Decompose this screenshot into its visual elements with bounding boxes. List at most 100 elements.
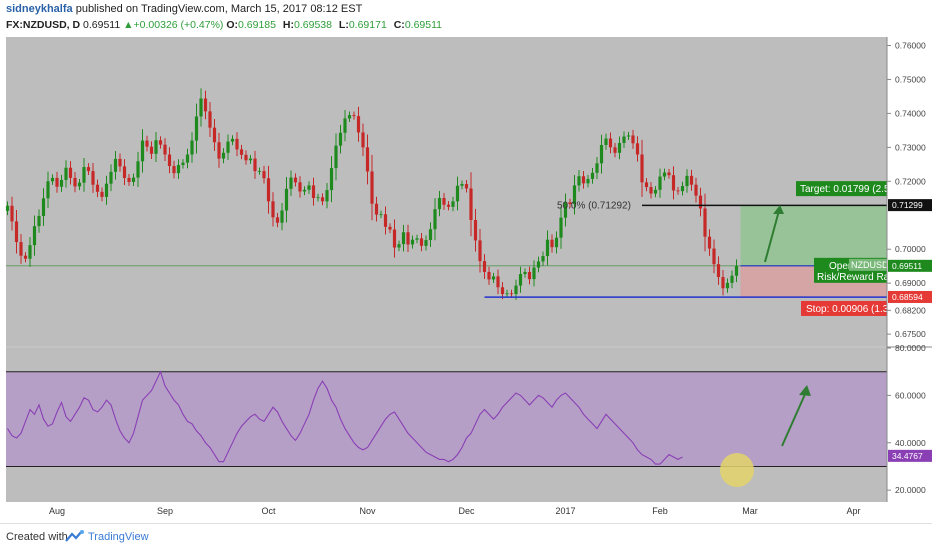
- author-link[interactable]: sidneykhalfa: [6, 3, 73, 15]
- y-tick-label: 0.75000: [895, 74, 926, 84]
- candle-body: [415, 238, 419, 240]
- chart-header: sidneykhalfa published on TradingView.co…: [0, 0, 932, 34]
- candle-body: [680, 186, 685, 192]
- price-pane-background: [6, 37, 887, 346]
- axis-price-tag[interactable]: [888, 199, 932, 212]
- candle-body: [433, 209, 437, 230]
- candle-body: [217, 142, 221, 159]
- candle-body: [545, 239, 550, 257]
- candle-body: [406, 232, 410, 245]
- open-label-text: Open: [829, 261, 853, 272]
- rsi-line: [7, 370, 683, 465]
- candle-body: [280, 210, 284, 223]
- candle-body: [10, 205, 14, 222]
- symbol-label[interactable]: FX:NZDUSD, D: [6, 19, 81, 31]
- candle-body: [86, 167, 91, 172]
- candle-body: [289, 177, 293, 189]
- candle-body: [19, 242, 23, 256]
- candle-body: [167, 154, 172, 167]
- created-with-label: Created with: [6, 531, 68, 543]
- candle-body: [208, 111, 212, 128]
- x-tick-label: Oct: [261, 506, 276, 516]
- chart-canvas[interactable]: 50.0% (0.71292) Target: 0.01799 (2.5 Stop:…: [0, 0, 932, 523]
- y-tick-label: 0.68200: [895, 305, 926, 315]
- publish-line: sidneykhalfa published on TradingView.co…: [6, 3, 362, 15]
- candle-body: [617, 142, 622, 153]
- stop-label[interactable]: Stop: 0.00906 (1.3: [801, 300, 889, 316]
- candle-body: [127, 177, 131, 182]
- symbol-tag-text: NZDUSD: [851, 260, 889, 270]
- fib-level-label: 50.0% (0.71292): [557, 200, 631, 211]
- candle-body: [361, 132, 365, 148]
- candle-body: [302, 189, 307, 192]
- candle-body: [77, 182, 82, 187]
- candle-body: [293, 177, 298, 183]
- candle-body: [329, 168, 334, 191]
- candle-body: [523, 271, 527, 275]
- rsi-band: [6, 371, 887, 467]
- candle-body: [460, 184, 464, 186]
- axis-price-tag[interactable]: [888, 259, 932, 272]
- candle-body: [635, 143, 640, 155]
- candle-body: [613, 147, 617, 153]
- candle-body: [568, 202, 572, 205]
- candle-body: [586, 178, 590, 184]
- rsi-up-arrow-icon: [799, 385, 811, 396]
- candle-body: [379, 214, 383, 216]
- candle-body: [590, 172, 595, 179]
- candle-body: [37, 215, 41, 227]
- candle-body: [145, 140, 149, 147]
- candle-body: [154, 140, 158, 154]
- candle-body: [685, 175, 689, 187]
- candle-body: [181, 162, 185, 166]
- candle-body: [428, 229, 433, 241]
- y-tick-label: 0.74000: [895, 108, 926, 118]
- candle-body: [41, 198, 46, 216]
- candle-body: [176, 165, 181, 174]
- open-label: O:: [226, 19, 239, 31]
- price-axis[interactable]: Aug Sep Oct Nov Dec 2017 Feb Mar Apr 0.76000 0.750…: [6, 37, 932, 516]
- candle-body: [563, 202, 568, 218]
- close-value: 0.69511: [404, 19, 442, 31]
- axis-price-tag[interactable]: [888, 290, 932, 303]
- candle-body: [203, 98, 208, 112]
- rsi-y-tick-label: 60.0000: [895, 390, 926, 400]
- candle-body: [397, 244, 401, 248]
- rsi-arrow-line: [781, 391, 807, 447]
- y-tick-label: 0.67500: [895, 329, 926, 339]
- candle-body: [334, 145, 338, 169]
- candle-body: [491, 276, 496, 280]
- y-tick-label: 0.69000: [895, 278, 926, 288]
- rsi-y-tick-label: 20.0000: [895, 485, 926, 495]
- rsi-pane[interactable]: [6, 348, 887, 502]
- candle-body: [392, 229, 397, 248]
- price-change: +0.00326 (+0.47%): [133, 19, 224, 31]
- candle-body: [253, 158, 257, 172]
- candle-body: [478, 240, 482, 262]
- price-pane[interactable]: 50.0% (0.71292) Target: 0.01799 (2.5 Stop:…: [5, 37, 892, 346]
- high-label: H:: [282, 19, 295, 31]
- symbol-tag[interactable]: NZDUSD: [849, 258, 889, 271]
- candle-body: [698, 195, 703, 209]
- candle-body: [14, 221, 19, 243]
- candle-body: [464, 184, 469, 189]
- candle-body: [653, 189, 658, 194]
- tradingview-link[interactable]: TradingView: [88, 531, 149, 543]
- candle-body: [343, 118, 347, 133]
- candle-body: [703, 208, 707, 237]
- target-label-box: [796, 181, 887, 197]
- target-label[interactable]: Target: 0.01799 (2.5: [796, 181, 890, 197]
- candle-body: [325, 190, 329, 202]
- rsi-value-tag[interactable]: [888, 449, 932, 462]
- candle-body: [631, 135, 635, 144]
- candle-body: [712, 248, 716, 265]
- x-tick-label: Aug: [49, 506, 65, 516]
- y-tick-label: 0.70000: [895, 244, 926, 254]
- candle-body: [100, 191, 104, 197]
- candle-body: [707, 236, 712, 249]
- candle-body: [239, 149, 244, 155]
- tradingview-logo-icon[interactable]: [65, 529, 85, 545]
- candle-body: [59, 179, 64, 187]
- candle-body: [356, 116, 361, 133]
- candle-body: [226, 141, 230, 153]
